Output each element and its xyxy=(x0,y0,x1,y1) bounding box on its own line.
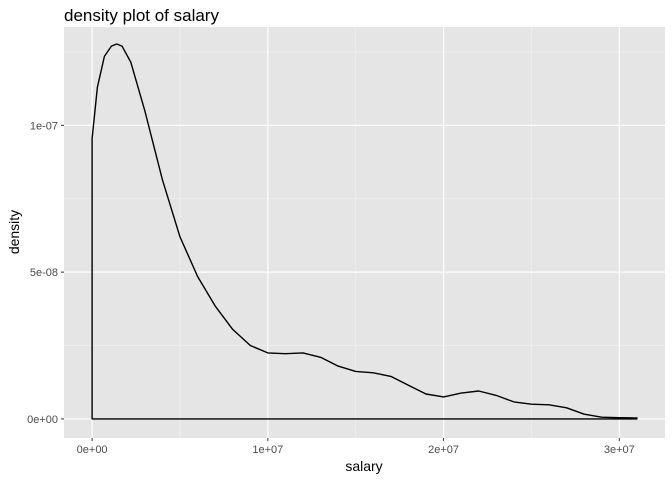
x-axis-ticks: 0e+00 1e+07 2e+07 3e+07 xyxy=(77,438,635,456)
x-tick-label: 2e+07 xyxy=(428,444,459,456)
y-axis-ticks: 0e+00 5e-08 1e-07 xyxy=(27,120,64,426)
x-axis-title: salary xyxy=(345,458,382,474)
minor-gridlines xyxy=(64,27,665,438)
chart-title: density plot of salary xyxy=(64,6,219,25)
y-axis-title: density xyxy=(6,210,22,254)
y-tick-label: 1e-07 xyxy=(30,120,58,132)
y-tick-label: 0e+00 xyxy=(27,414,58,426)
y-tick-label: 5e-08 xyxy=(30,267,58,279)
x-tick-label: 0e+00 xyxy=(77,444,108,456)
density-area xyxy=(91,43,638,420)
panel-background xyxy=(64,27,665,438)
x-tick-label: 1e+07 xyxy=(252,444,283,456)
x-tick-label: 3e+07 xyxy=(604,444,635,456)
